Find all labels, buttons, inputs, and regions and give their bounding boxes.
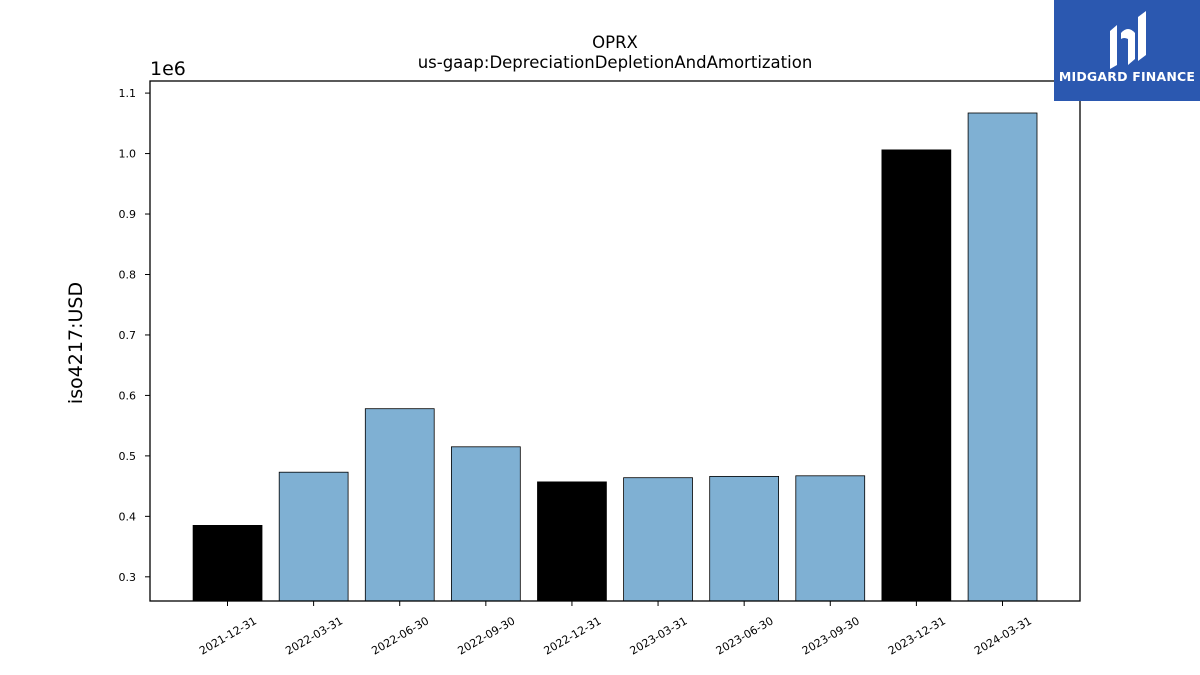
y-tick-label: 0.8 [119,268,137,281]
x-tick-label: 2022-03-31 [283,614,345,657]
midgard-logo-icon [1110,11,1146,69]
bar-2023-03-31 [623,477,693,602]
y-tick-label: 0.5 [119,450,137,463]
x-tick-label: 2024-03-31 [972,614,1034,657]
y-tick-label: 1.1 [119,87,137,100]
bar-2022-06-30 [364,408,435,602]
y-tick-label: 0.4 [119,510,137,523]
bar-2022-09-30 [450,446,521,602]
y-tick-label: 1.0 [119,148,137,161]
x-tick-label: 2022-09-30 [455,614,517,657]
y-tick-label: 0.6 [119,389,137,402]
chart-subtitle: us-gaap:DepreciationDepletionAndAmortiza… [418,53,813,72]
y-ticks: 0.3 0.4 0.5 0.6 0.7 0.8 0.9 1.0 1.1 [119,87,150,584]
x-tick-label: 2022-06-30 [369,614,431,657]
bar-2023-06-30 [709,475,780,602]
bar-2023-12-31 [881,149,952,602]
y-tick-label: 0.9 [119,208,137,221]
bar-2022-12-31 [537,481,607,602]
x-tick-label: 2023-06-30 [714,614,776,657]
x-ticks: 2021-12-31 2022-03-31 2022-06-30 2022-09-30… [197,601,1034,658]
x-tick-label: 2023-03-31 [628,614,690,657]
bar-2021-12-31 [192,525,263,602]
midgard-finance-logo: MIDGARD FINANCE [1054,0,1200,101]
bars-group [192,112,1038,602]
bar-2023-09-30 [795,475,866,602]
chart-title: OPRX [592,33,638,52]
bar-2022-03-31 [278,471,349,602]
logo-text: MIDGARD FINANCE [1058,69,1196,84]
x-tick-label: 2023-12-31 [886,614,948,657]
plot-frame [149,80,1081,602]
y-axis-label: iso4217:USD [65,282,87,404]
y-tick-label: 0.7 [119,329,137,342]
x-tick-label: 2022-12-31 [542,614,604,657]
x-tick-label: 2023-09-30 [800,614,862,657]
bar-2024-03-31 [967,112,1038,602]
y-offset-label: 1e6 [150,58,186,80]
x-tick-label: 2021-12-31 [197,614,259,657]
y-tick-label: 0.3 [119,571,137,584]
